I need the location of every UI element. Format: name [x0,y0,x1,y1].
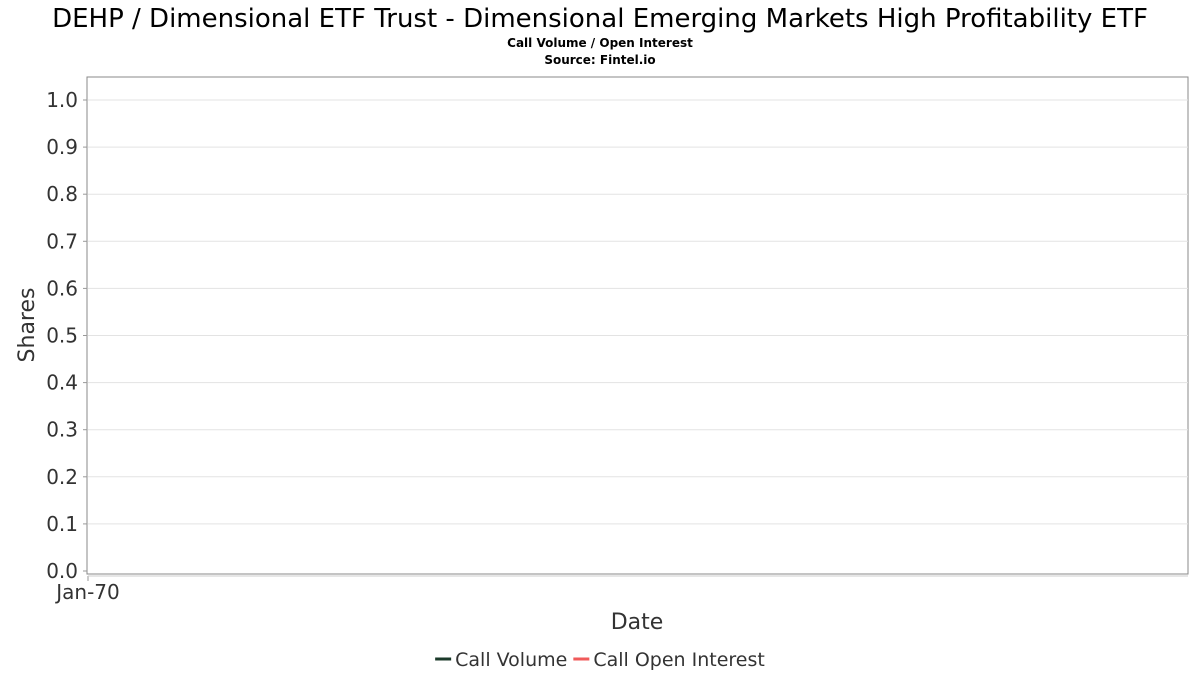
y-tick-label: 0.4 [46,371,78,395]
x-tick-label: Jan-70 [54,580,120,604]
legend: Call Volume Call Open Interest [435,649,765,671]
y-tick-label: 0.9 [46,135,78,159]
y-tick-label: 0.8 [46,182,78,206]
y-tick-label: 0.0 [46,559,78,583]
chart-title: DEHP / Dimensional ETF Trust - Dimension… [52,4,1148,34]
plot-area [86,76,1189,575]
y-tick-label: 0.5 [46,324,78,348]
y-tick-label: 0.1 [46,512,78,536]
y-tick-label: 0.2 [46,465,78,489]
legend-label: Call Volume [455,649,567,671]
grid-lines [88,99,1188,525]
y-tick-label: 1.0 [46,88,78,112]
x-axis-label: Date [611,610,664,635]
y-tick-label: 0.3 [46,418,78,442]
x-axis-ticks: Jan-70 [54,576,120,604]
y-axis-label: Shares [15,288,40,363]
legend-label: Call Open Interest [593,649,765,671]
y-tick-label: 0.7 [46,229,78,253]
y-tick-label: 0.6 [46,276,78,300]
y-axis-ticks: 0.0 0.1 0.2 0.3 0.4 0.5 0.6 0.7 0.8 0.9 1.0 [46,88,87,583]
chart-subtitle: Call Volume / Open Interest [507,36,693,50]
chart-source: Source: Fintel.io [544,53,655,67]
